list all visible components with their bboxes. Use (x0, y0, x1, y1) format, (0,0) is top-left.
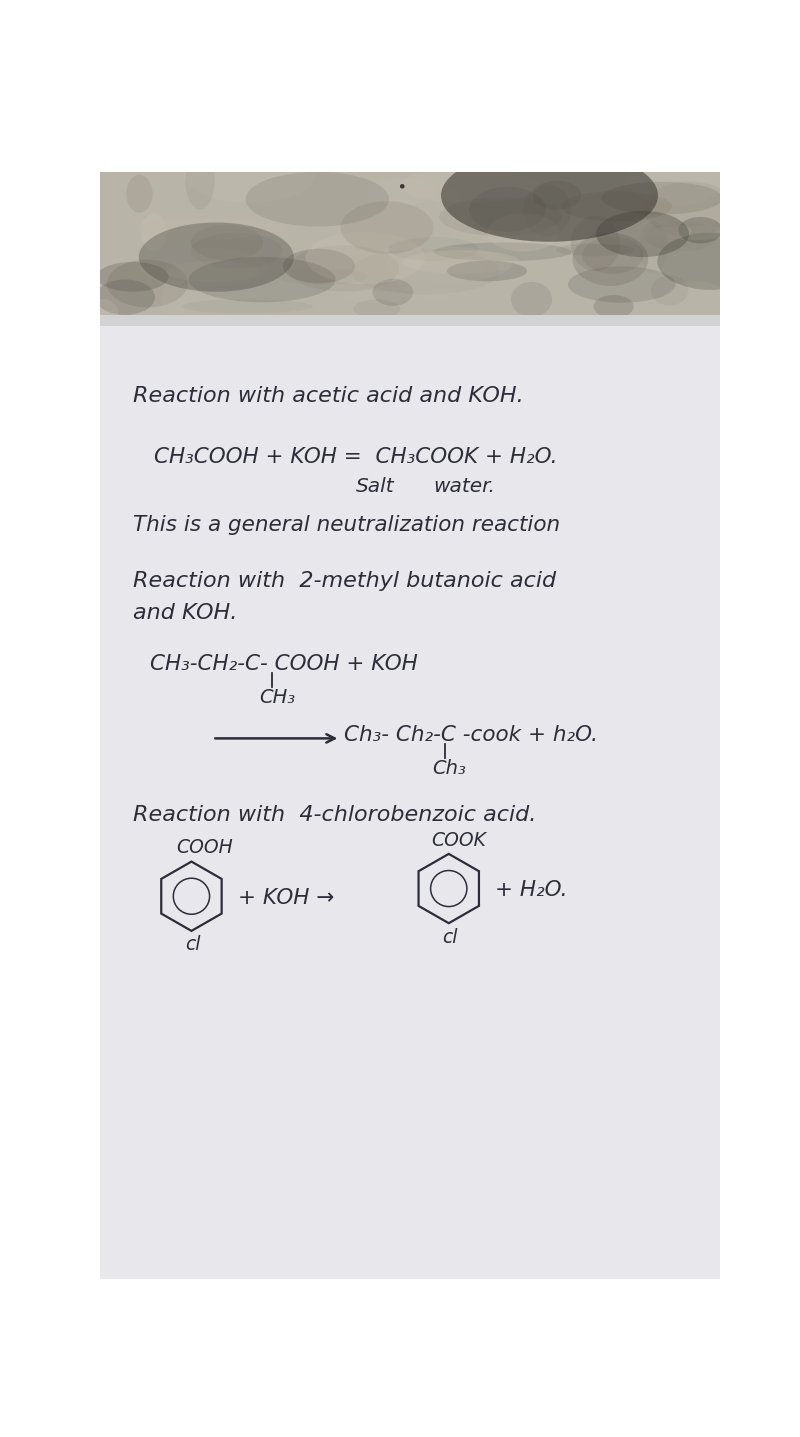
Ellipse shape (594, 295, 634, 318)
Ellipse shape (141, 213, 166, 251)
Ellipse shape (642, 226, 743, 240)
Ellipse shape (570, 216, 620, 272)
Ellipse shape (350, 249, 500, 295)
Text: + H₂O.: + H₂O. (495, 879, 568, 900)
Text: Ch₃: Ch₃ (432, 759, 466, 777)
Ellipse shape (161, 280, 189, 325)
Ellipse shape (189, 257, 335, 302)
Ellipse shape (276, 269, 368, 285)
Ellipse shape (439, 190, 464, 217)
Ellipse shape (402, 250, 520, 274)
Text: Ch₃- Ch₂-C -cook + h₂O.: Ch₃- Ch₂-C -cook + h₂O. (344, 724, 598, 744)
Text: This is a general neutralization reaction: This is a general neutralization reactio… (133, 514, 560, 535)
Ellipse shape (107, 260, 188, 308)
Ellipse shape (288, 246, 399, 292)
Ellipse shape (167, 262, 259, 282)
Text: CH₃: CH₃ (259, 688, 295, 707)
Text: COOH: COOH (176, 838, 233, 858)
Ellipse shape (651, 276, 688, 306)
Ellipse shape (533, 181, 582, 210)
Text: Reaction with  4-chlorobenzoic acid.: Reaction with 4-chlorobenzoic acid. (133, 805, 536, 825)
Ellipse shape (283, 249, 355, 283)
Ellipse shape (186, 151, 214, 210)
Ellipse shape (191, 224, 263, 260)
Ellipse shape (582, 237, 643, 274)
Text: Reaction with  2-methyl butanoic acid: Reaction with 2-methyl butanoic acid (133, 570, 556, 591)
Ellipse shape (561, 191, 672, 221)
Ellipse shape (138, 223, 294, 292)
Ellipse shape (183, 145, 316, 203)
Ellipse shape (95, 280, 155, 315)
Ellipse shape (556, 244, 634, 256)
FancyBboxPatch shape (100, 315, 720, 326)
Ellipse shape (511, 282, 552, 318)
Text: water.: water. (434, 477, 495, 496)
Ellipse shape (487, 214, 559, 251)
Ellipse shape (342, 292, 416, 303)
Ellipse shape (182, 299, 313, 313)
Ellipse shape (546, 218, 692, 244)
Circle shape (400, 184, 405, 188)
Text: CH₃COOH + KOH =  CH₃COOK + H₂O.: CH₃COOH + KOH = CH₃COOK + H₂O. (154, 447, 558, 467)
Ellipse shape (354, 299, 400, 318)
Ellipse shape (389, 237, 479, 262)
Ellipse shape (434, 243, 571, 262)
Ellipse shape (373, 279, 413, 306)
Ellipse shape (602, 182, 722, 214)
Ellipse shape (399, 168, 540, 203)
Ellipse shape (386, 247, 510, 282)
Ellipse shape (97, 262, 169, 292)
Ellipse shape (246, 172, 389, 227)
Ellipse shape (394, 250, 485, 299)
Ellipse shape (568, 266, 676, 303)
Text: Reaction with acetic acid and KOH.: Reaction with acetic acid and KOH. (133, 385, 523, 405)
Ellipse shape (678, 217, 722, 243)
Ellipse shape (659, 282, 734, 338)
Ellipse shape (626, 147, 729, 205)
Ellipse shape (190, 233, 283, 269)
Text: COOK: COOK (432, 831, 486, 849)
Ellipse shape (573, 233, 648, 286)
Ellipse shape (639, 221, 668, 273)
Ellipse shape (439, 197, 562, 236)
Text: + KOH →: + KOH → (238, 888, 334, 908)
Ellipse shape (367, 178, 435, 205)
Ellipse shape (441, 149, 658, 241)
Text: CH₃-CH₂-C- COOH + KOH: CH₃-CH₂-C- COOH + KOH (150, 654, 418, 674)
Text: and KOH.: and KOH. (133, 604, 237, 622)
FancyBboxPatch shape (100, 172, 720, 315)
Ellipse shape (306, 231, 425, 285)
Ellipse shape (447, 260, 527, 282)
Text: cl: cl (442, 927, 458, 947)
Ellipse shape (469, 187, 546, 231)
Ellipse shape (658, 233, 763, 290)
Ellipse shape (89, 299, 118, 331)
Ellipse shape (523, 184, 571, 237)
Text: Salt: Salt (356, 477, 394, 496)
FancyBboxPatch shape (100, 315, 720, 1279)
Ellipse shape (137, 217, 284, 240)
Ellipse shape (644, 181, 736, 237)
Ellipse shape (654, 217, 767, 234)
Ellipse shape (341, 201, 434, 254)
Text: cl: cl (186, 935, 201, 954)
Ellipse shape (139, 247, 269, 287)
Ellipse shape (126, 175, 153, 213)
Ellipse shape (596, 211, 689, 257)
Ellipse shape (644, 221, 718, 251)
